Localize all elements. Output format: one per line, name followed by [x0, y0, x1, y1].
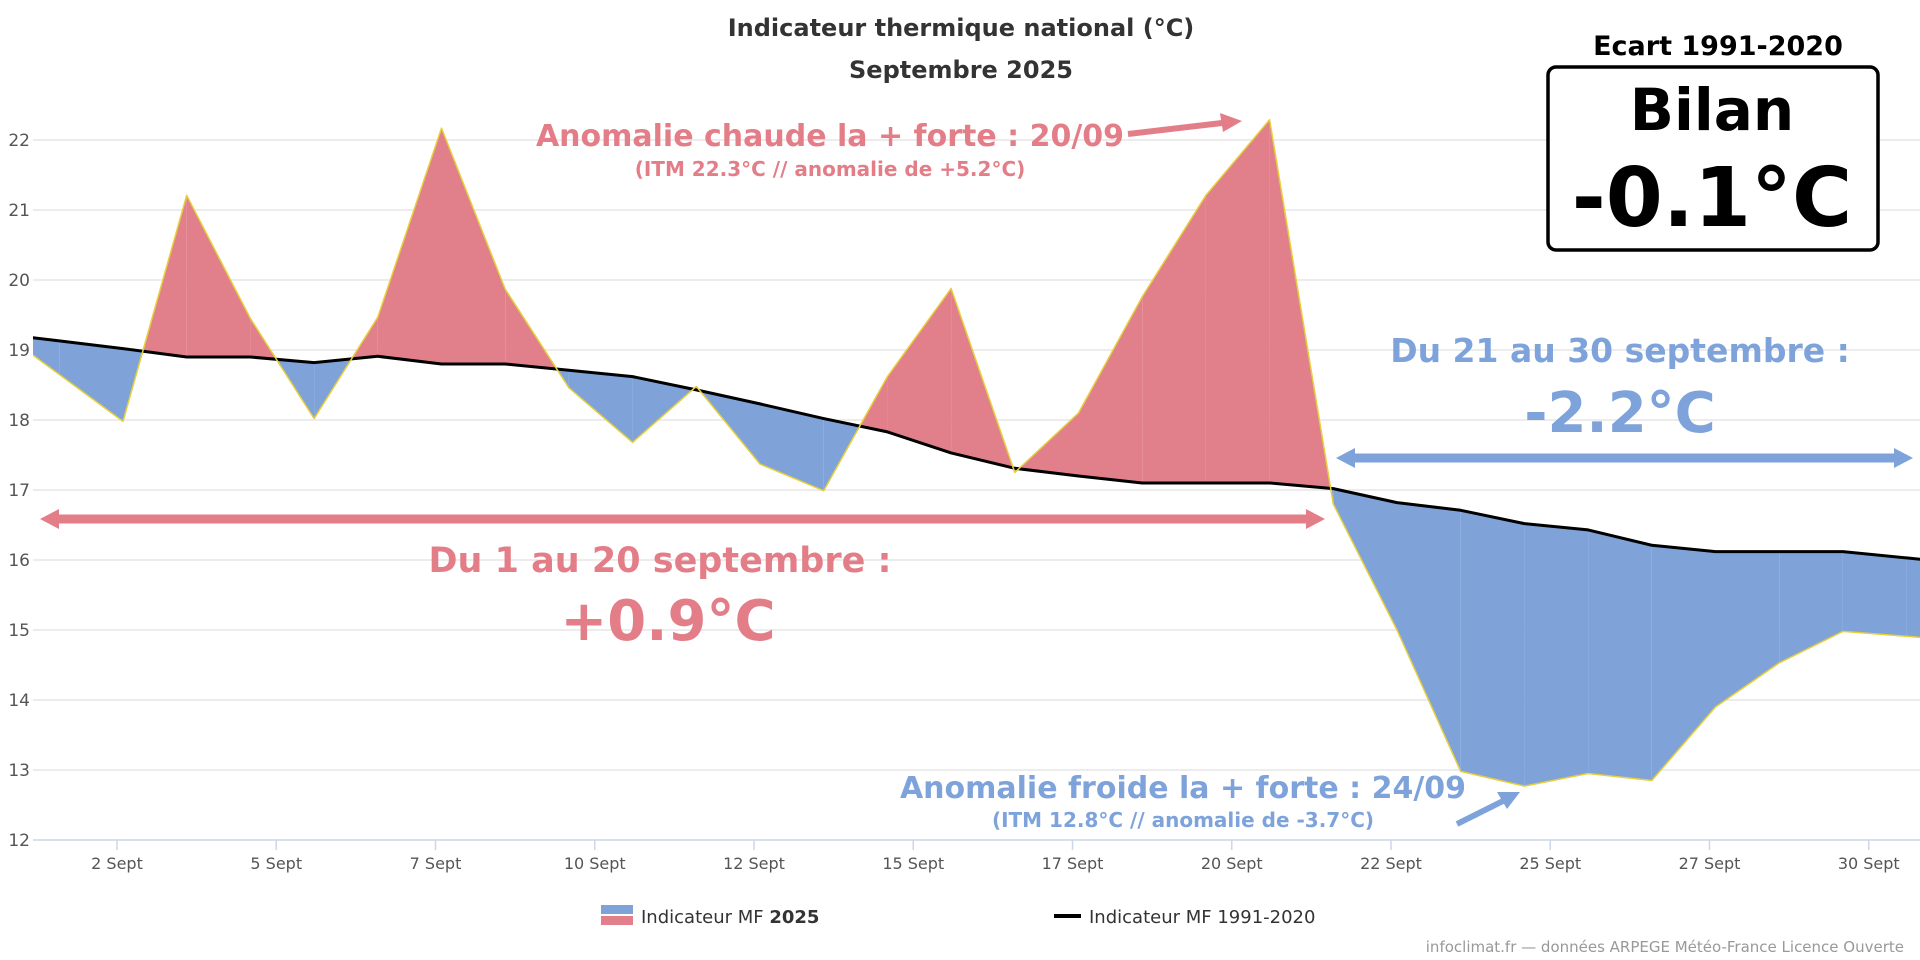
anomaly-areas	[0, 119, 1920, 787]
period2-value: -2.2°C	[1524, 381, 1716, 446]
warm-anomaly-area	[377, 128, 442, 364]
cold-anomaly-area	[1651, 545, 1716, 781]
chart-subtitle: Septembre 2025	[849, 56, 1073, 84]
x-tick-label: 30 Sept	[1838, 854, 1900, 873]
cold-anomaly-area	[1715, 551, 1780, 707]
cold-anomaly-area	[1906, 557, 1920, 638]
cold-anomaly-area	[1460, 510, 1525, 787]
chart-title: Indicateur thermique national (°C)	[728, 14, 1195, 42]
cold-anomaly-area	[823, 418, 860, 491]
warm-anomaly-area	[441, 128, 506, 364]
cold-anomaly-area	[1333, 488, 1397, 630]
summary-box	[1546, 65, 1880, 252]
x-tick-label: 17 Sept	[1042, 854, 1104, 873]
y-tick-label: 17	[8, 481, 30, 501]
y-tick-label: 15	[8, 621, 30, 641]
warm-anomaly-title: Anomalie chaude la + forte : 20/09	[536, 119, 1124, 154]
cold-anomaly-area	[1779, 551, 1843, 663]
cold-anomaly-area	[33, 337, 60, 375]
cold-anomaly-area	[1588, 529, 1652, 781]
series-lines	[33, 118, 1920, 787]
warm-anomaly-area	[1205, 119, 1270, 483]
x-axis-labels: 2 Sept 5 Sept 7 Sept 10 Sept 12 Sept 15 Sept 1…	[91, 840, 1900, 873]
y-tick-label: 13	[8, 761, 30, 781]
legend-item-2025[interactable]: Indicateur MF 2025	[601, 905, 819, 928]
x-tick-label: 22 Sept	[1360, 854, 1422, 873]
legend-label-normal: Indicateur MF 1991-2020	[1089, 907, 1315, 928]
y-tick-label: 16	[8, 551, 30, 571]
warm-anomaly-detail: (ITM 22.3°C // anomalie de +5.2°C)	[635, 157, 1026, 181]
cold-anomaly-area	[632, 376, 694, 443]
y-tick-label: 14	[8, 691, 30, 711]
cold-anomaly-area	[760, 403, 824, 491]
x-tick-label: 12 Sept	[723, 854, 785, 873]
x-tick-label: 10 Sept	[564, 854, 626, 873]
period1-label: Du 1 au 20 septembre :	[428, 541, 891, 581]
summary-value: -0.1°C	[1572, 151, 1852, 246]
cold-anomaly-area	[1842, 551, 1907, 637]
period1-value: +0.9°C	[560, 589, 775, 654]
cold-anomaly-area	[59, 340, 123, 422]
period2-double-arrow-icon	[1336, 448, 1913, 468]
x-tick-label: 27 Sept	[1679, 854, 1741, 873]
legend-swatch-2025-red	[601, 916, 633, 925]
x-tick-label: 5 Sept	[250, 854, 302, 873]
cold-anomaly-detail: (ITM 12.8°C // anomalie de -3.7°C)	[992, 808, 1374, 832]
x-tick-label: 7 Sept	[410, 854, 462, 873]
legend: Indicateur MF 2025 Indicateur MF 1991-20…	[601, 905, 1315, 928]
y-axis-labels: 12 13 14 15 16 17 18 19 20 21 22	[8, 131, 30, 851]
warm-anomaly-area	[1018, 413, 1079, 476]
summary-label: Bilan	[1630, 76, 1794, 144]
period1-double-arrow-icon	[40, 509, 1325, 529]
legend-swatch-2025	[601, 905, 633, 914]
cold-anomaly-arrow-icon	[1455, 792, 1520, 827]
legend-label-2025: Indicateur MF 2025	[641, 907, 819, 928]
credits[interactable]: infoclimat.fr — données ARPEGE Météo-Fra…	[1426, 938, 1904, 956]
warm-anomaly-area	[0, 328, 5, 335]
warm-anomaly-area	[186, 195, 251, 357]
y-tick-label: 19	[8, 341, 30, 361]
summary-heading: Ecart 1991-2020	[1593, 31, 1843, 62]
cold-anomaly-area	[1397, 502, 1461, 772]
y-tick-label: 22	[8, 131, 30, 151]
x-tick-label: 2 Sept	[91, 854, 143, 873]
y-tick-label: 20	[8, 271, 30, 291]
warm-anomaly-area	[1078, 296, 1143, 483]
warm-anomaly-arrow-icon	[1127, 113, 1242, 137]
warm-anomaly-area	[887, 288, 952, 453]
y-tick-label: 12	[8, 831, 30, 851]
y-tick-label: 21	[8, 201, 30, 221]
x-tick-label: 15 Sept	[882, 854, 944, 873]
legend-item-normal[interactable]: Indicateur MF 1991-2020	[1054, 907, 1315, 928]
indicator-2025-line	[33, 118, 1920, 787]
warm-anomaly-area	[1142, 195, 1206, 484]
cold-anomaly-title: Anomalie froide la + forte : 24/09	[900, 771, 1466, 806]
period2-label: Du 21 au 30 septembre :	[1390, 331, 1850, 370]
x-tick-label: 25 Sept	[1519, 854, 1581, 873]
normal-1991-2020-line	[33, 336, 1920, 561]
cold-anomaly-area	[568, 370, 633, 443]
cold-anomaly-area	[1524, 523, 1589, 787]
x-tick-label: 20 Sept	[1201, 854, 1263, 873]
y-tick-label: 18	[8, 411, 30, 431]
